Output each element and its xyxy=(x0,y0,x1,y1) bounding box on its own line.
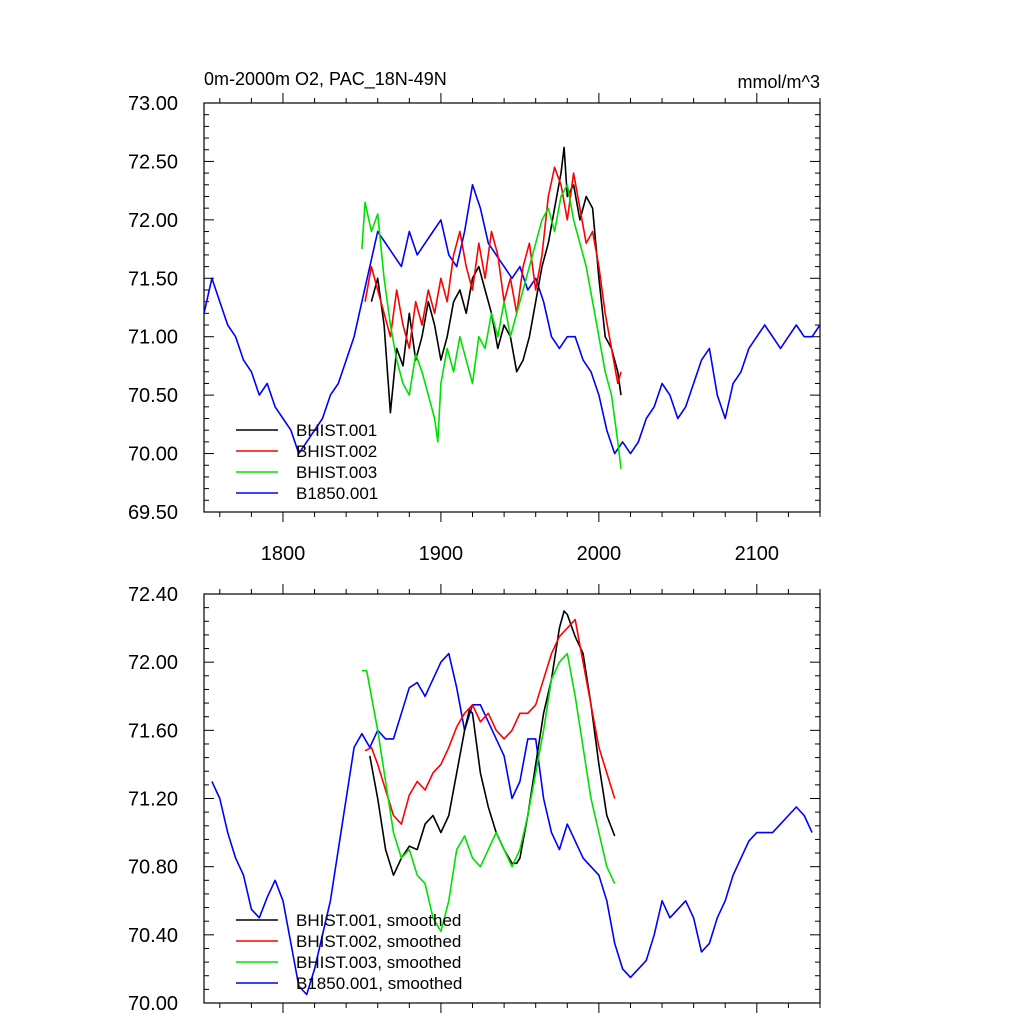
series-line-1 xyxy=(364,166,622,385)
series-line-2 xyxy=(361,184,622,469)
y-tick-label: 71.00 xyxy=(128,327,178,349)
series-line-3 xyxy=(211,652,813,996)
series-line-0 xyxy=(369,610,616,877)
series-line-1 xyxy=(364,618,616,825)
x-tick-label: 2100 xyxy=(735,543,780,565)
legend-label: BHIST.003, smoothed xyxy=(296,953,461,972)
y-tick-label: 72.00 xyxy=(128,652,178,674)
legend-label: BHIST.003 xyxy=(296,463,377,482)
y-tick-label: 70.50 xyxy=(128,385,178,407)
y-tick-label: 73.00 xyxy=(128,93,178,115)
legend-label: BHIST.002, smoothed xyxy=(296,932,461,951)
legend-label: B1850.001, smoothed xyxy=(296,974,462,993)
bottom-panel: 70.00 70.40 70.80 71.20 71.60 72.00 72.40 BHIST… xyxy=(128,584,821,1015)
y-tick-label: 70.40 xyxy=(128,925,178,947)
y-tick-label: 71.50 xyxy=(128,268,178,290)
legend-label: BHIST.001 xyxy=(296,421,377,440)
series-line-3 xyxy=(204,184,820,455)
plot-frame xyxy=(203,102,821,513)
y-tick-label: 72.50 xyxy=(128,151,178,173)
y-tick-label: 69.50 xyxy=(128,502,178,524)
y-tick-label: 72.40 xyxy=(128,584,178,606)
series-line-2 xyxy=(361,652,616,933)
chart-title: 0m-2000m O2, PAC_18N-49N xyxy=(204,69,447,90)
y-tick-label: 71.20 xyxy=(128,789,178,811)
x-tick-label: 1800 xyxy=(261,543,306,565)
x-tick-label: 1900 xyxy=(419,543,464,565)
y-tick-label: 72.00 xyxy=(128,210,178,232)
y-tick-label: 70.00 xyxy=(128,993,178,1015)
units-label: mmol/m^3 xyxy=(738,72,820,92)
legend-label: BHIST.001, smoothed xyxy=(296,911,461,930)
x-tick-label: 2000 xyxy=(577,543,622,565)
y-tick-label: 70.80 xyxy=(128,857,178,879)
y-tick-label: 70.00 xyxy=(128,444,178,466)
y-tick-label: 71.60 xyxy=(128,720,178,742)
legend-label: BHIST.002 xyxy=(296,442,377,461)
legend-label: B1850.001 xyxy=(296,484,378,503)
series-line-0 xyxy=(370,146,622,414)
top-panel: 69.50 70.00 70.50 71.00 71.50 72.00 72.50 73.00… xyxy=(128,93,821,565)
